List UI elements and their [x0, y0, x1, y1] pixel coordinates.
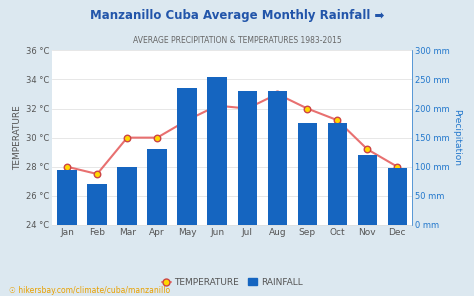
Bar — [388, 168, 407, 225]
Point — [303, 106, 311, 111]
Point — [244, 106, 251, 111]
Bar — [328, 123, 347, 225]
Legend: TEMPERATURE, RAINFALL: TEMPERATURE, RAINFALL — [158, 274, 306, 290]
Point — [64, 164, 71, 169]
Text: AVERAGE PRECIPITATION & TEMPERATURES 1983-2015: AVERAGE PRECIPITATION & TEMPERATURES 198… — [133, 36, 341, 44]
Bar — [237, 91, 257, 225]
Point — [273, 92, 281, 96]
Text: Manzanillo Cuba Average Monthly Rainfall ➡: Manzanillo Cuba Average Monthly Rainfall… — [90, 9, 384, 22]
Bar — [298, 123, 317, 225]
Bar — [87, 184, 107, 225]
Bar — [118, 167, 137, 225]
Y-axis label: TEMPERATURE: TEMPERATURE — [13, 105, 22, 170]
Bar — [208, 77, 227, 225]
Point — [93, 172, 101, 176]
Bar — [357, 155, 377, 225]
Bar — [147, 149, 167, 225]
Point — [334, 118, 341, 123]
Bar — [57, 170, 77, 225]
Point — [154, 135, 161, 140]
Bar — [177, 88, 197, 225]
Point — [123, 135, 131, 140]
Bar — [267, 91, 287, 225]
Y-axis label: Precipitation: Precipitation — [452, 109, 461, 166]
Point — [393, 164, 401, 169]
Text: ☉ hikersbay.com/climate/cuba/manzanillo: ☉ hikersbay.com/climate/cuba/manzanillo — [9, 286, 171, 295]
Point — [364, 147, 371, 152]
Point — [183, 118, 191, 123]
Point — [213, 103, 221, 108]
